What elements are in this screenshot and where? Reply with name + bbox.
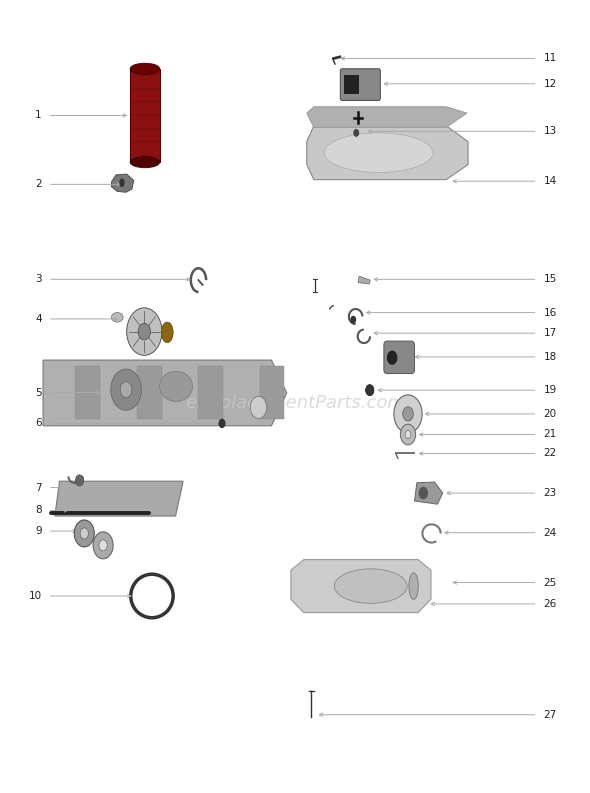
Text: 24: 24 <box>543 527 556 538</box>
Bar <box>344 75 359 94</box>
Circle shape <box>401 424 416 445</box>
Text: 20: 20 <box>543 409 556 419</box>
Circle shape <box>419 487 428 500</box>
Ellipse shape <box>130 157 160 168</box>
Text: 19: 19 <box>543 385 556 395</box>
Ellipse shape <box>324 133 433 172</box>
Circle shape <box>350 316 356 324</box>
Text: 22: 22 <box>543 449 556 458</box>
Circle shape <box>120 381 132 397</box>
Ellipse shape <box>335 569 407 603</box>
Text: 15: 15 <box>543 274 556 285</box>
Polygon shape <box>307 126 468 179</box>
Polygon shape <box>55 481 183 516</box>
Bar <box>76 366 100 419</box>
Ellipse shape <box>119 178 124 187</box>
Polygon shape <box>358 276 371 284</box>
Circle shape <box>111 369 142 410</box>
Text: 8: 8 <box>35 505 42 515</box>
Text: eReplacementParts.com: eReplacementParts.com <box>185 394 405 412</box>
Circle shape <box>93 532 113 559</box>
Text: 18: 18 <box>543 352 556 362</box>
Polygon shape <box>43 360 287 426</box>
Text: 26: 26 <box>543 599 556 609</box>
Circle shape <box>403 407 414 421</box>
Circle shape <box>99 540 107 551</box>
Ellipse shape <box>409 573 418 600</box>
Circle shape <box>394 395 422 433</box>
Text: 1: 1 <box>35 110 42 121</box>
FancyBboxPatch shape <box>340 69 381 101</box>
Text: 23: 23 <box>543 488 556 498</box>
Circle shape <box>387 351 398 365</box>
Text: 4: 4 <box>35 314 42 324</box>
Text: 6: 6 <box>35 419 42 428</box>
Text: 2: 2 <box>35 179 42 190</box>
Polygon shape <box>415 482 442 504</box>
Bar <box>130 69 160 163</box>
Text: 27: 27 <box>543 710 556 720</box>
Text: 11: 11 <box>543 53 556 63</box>
Bar <box>260 366 284 419</box>
Circle shape <box>353 129 359 137</box>
Circle shape <box>218 419 225 428</box>
Text: 9: 9 <box>35 526 42 536</box>
Ellipse shape <box>160 371 192 401</box>
Polygon shape <box>291 560 431 613</box>
Polygon shape <box>307 107 467 128</box>
Text: 13: 13 <box>543 126 556 136</box>
Circle shape <box>250 396 267 419</box>
Text: 16: 16 <box>543 308 556 317</box>
Bar <box>198 366 223 419</box>
Text: 25: 25 <box>543 577 556 588</box>
Text: 17: 17 <box>543 328 556 338</box>
Text: 10: 10 <box>29 591 42 601</box>
Circle shape <box>366 385 374 396</box>
Text: 12: 12 <box>543 79 556 89</box>
Circle shape <box>74 520 94 547</box>
Text: 14: 14 <box>543 176 556 186</box>
Text: 21: 21 <box>543 430 556 439</box>
Circle shape <box>138 324 150 340</box>
Circle shape <box>127 308 162 355</box>
Text: 7: 7 <box>35 482 42 492</box>
Text: 5: 5 <box>35 388 42 397</box>
Text: 3: 3 <box>35 274 42 285</box>
Ellipse shape <box>112 312 123 322</box>
Circle shape <box>405 431 411 439</box>
FancyBboxPatch shape <box>384 341 415 374</box>
Ellipse shape <box>162 322 173 343</box>
Circle shape <box>80 528 88 539</box>
Bar <box>137 366 162 419</box>
Circle shape <box>76 475 84 486</box>
Ellipse shape <box>130 63 160 75</box>
Polygon shape <box>112 174 134 192</box>
